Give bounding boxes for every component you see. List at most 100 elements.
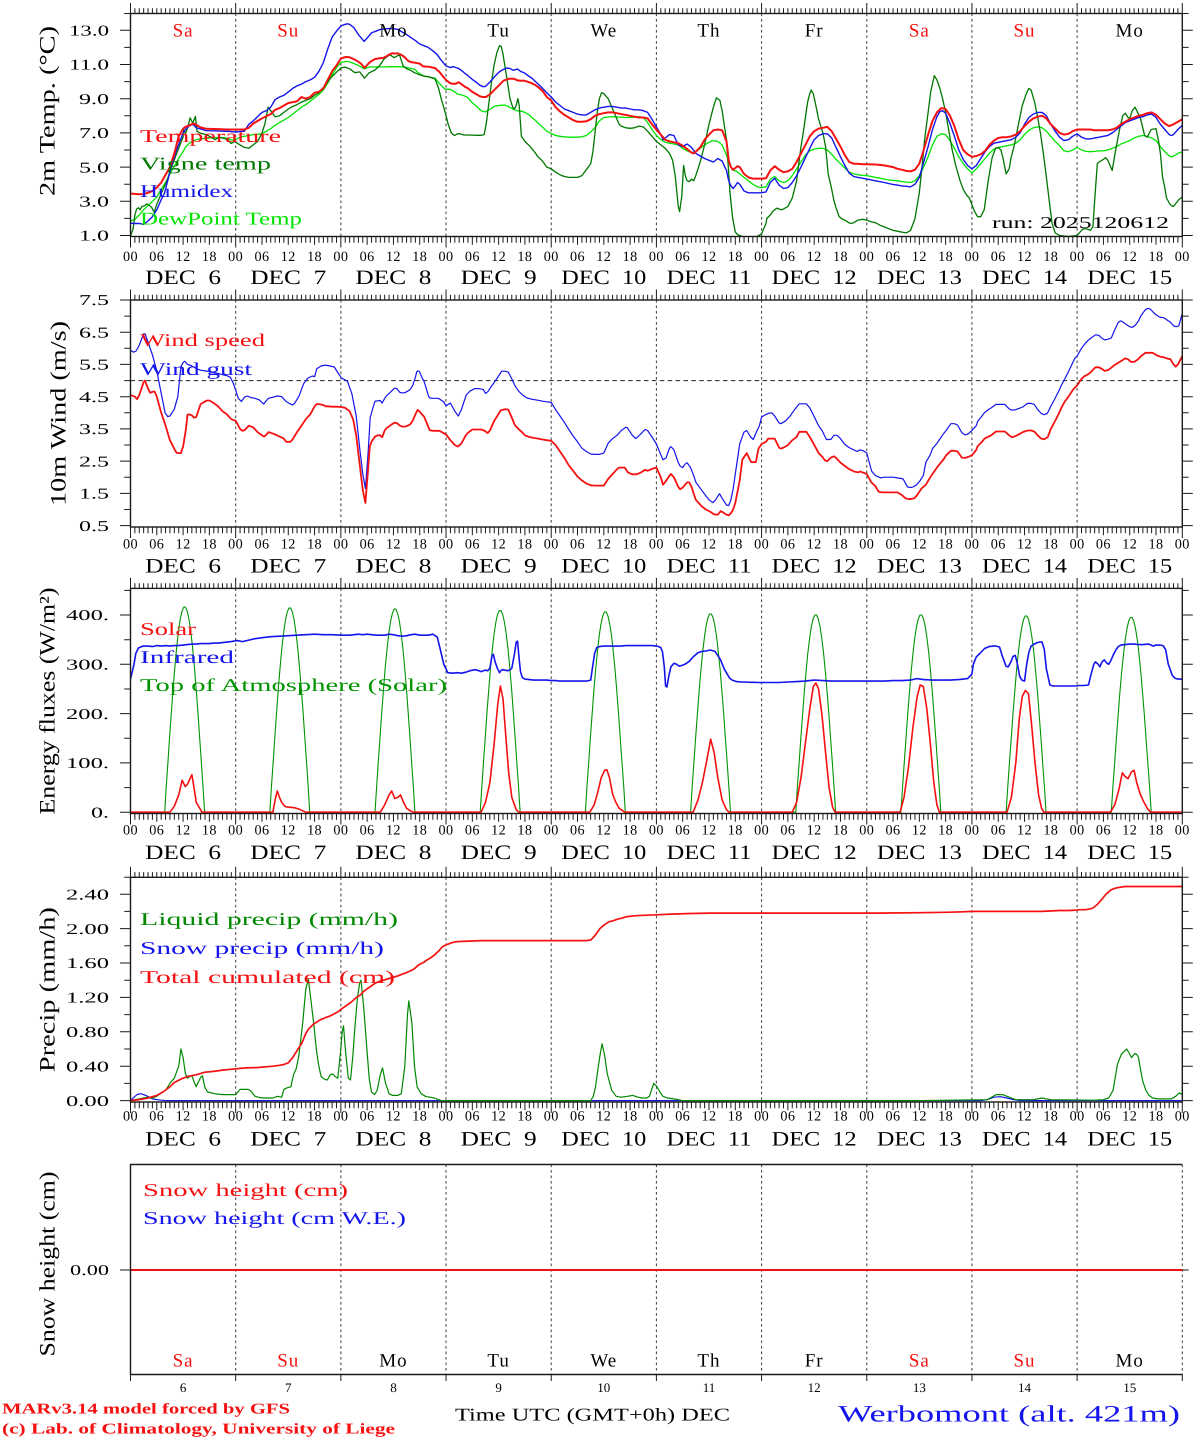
svg-text:12: 12 — [281, 536, 296, 552]
svg-text:00: 00 — [228, 1108, 243, 1124]
svg-text:12: 12 — [701, 249, 716, 265]
svg-text:00: 00 — [859, 822, 874, 838]
svg-text:12: 12 — [807, 822, 822, 838]
svg-text:7.0: 7.0 — [79, 126, 109, 142]
svg-text:12: 12 — [176, 1108, 191, 1124]
svg-text:12: 12 — [701, 536, 716, 552]
svg-text:12: 12 — [386, 249, 401, 265]
svg-text:18: 18 — [1043, 536, 1058, 552]
svg-text:12: 12 — [912, 249, 927, 265]
svg-text:06: 06 — [780, 1108, 795, 1124]
svg-text:200.: 200. — [66, 707, 109, 723]
svg-text:18: 18 — [1149, 536, 1164, 552]
svg-text:DEC 8: DEC 8 — [355, 267, 431, 289]
svg-text:00: 00 — [964, 822, 979, 838]
svg-text:06: 06 — [360, 1108, 375, 1124]
svg-text:2m Temp. (°C): 2m Temp. (°C) — [35, 26, 60, 196]
svg-text:06: 06 — [570, 1108, 585, 1124]
svg-text:06: 06 — [570, 536, 585, 552]
svg-text:Snow height (cm W.E.): Snow height (cm W.E.) — [143, 1208, 406, 1228]
svg-text:300.: 300. — [66, 658, 109, 674]
svg-text:12: 12 — [281, 1108, 296, 1124]
svg-text:DewPoint Temp: DewPoint Temp — [140, 209, 302, 229]
svg-text:00: 00 — [123, 1108, 138, 1124]
svg-text:00: 00 — [754, 249, 769, 265]
svg-text:DEC 6: DEC 6 — [145, 556, 221, 578]
svg-text:12: 12 — [808, 1380, 821, 1395]
svg-text:06: 06 — [360, 822, 375, 838]
svg-text:06: 06 — [254, 536, 269, 552]
svg-text:18: 18 — [623, 822, 638, 838]
svg-text:00: 00 — [964, 249, 979, 265]
svg-text:00: 00 — [228, 536, 243, 552]
svg-text:Wind gust: Wind gust — [140, 359, 252, 379]
svg-text:00: 00 — [123, 536, 138, 552]
svg-text:06: 06 — [149, 822, 164, 838]
svg-text:00: 00 — [544, 1108, 559, 1124]
svg-text:00: 00 — [439, 536, 454, 552]
svg-text:06: 06 — [149, 249, 164, 265]
svg-text:DEC 6: DEC 6 — [145, 267, 221, 289]
svg-text:DEC 13: DEC 13 — [877, 267, 962, 289]
svg-text:00: 00 — [964, 536, 979, 552]
svg-text:DEC 7: DEC 7 — [250, 842, 326, 864]
svg-text:13.0: 13.0 — [69, 24, 109, 40]
svg-text:00: 00 — [123, 249, 138, 265]
svg-text:12: 12 — [491, 536, 506, 552]
svg-text:Energy fluxes (W/m²): Energy fluxes (W/m²) — [35, 588, 60, 815]
svg-text:DEC 11: DEC 11 — [666, 1129, 751, 1151]
svg-text:18: 18 — [412, 822, 427, 838]
svg-text:Liquid precip (mm/h): Liquid precip (mm/h) — [140, 909, 398, 929]
svg-text:9: 9 — [495, 1380, 502, 1395]
svg-text:Sa: Sa — [173, 21, 194, 42]
svg-text:Su: Su — [1013, 21, 1035, 42]
svg-text:DEC 10: DEC 10 — [561, 556, 646, 578]
svg-text:(c) Lab. of Climatology, Unive: (c) Lab. of Climatology, University of L… — [2, 1422, 395, 1438]
svg-text:06: 06 — [886, 822, 901, 838]
svg-text:06: 06 — [886, 536, 901, 552]
svg-text:00: 00 — [439, 822, 454, 838]
svg-text:DEC 15: DEC 15 — [1087, 842, 1172, 864]
svg-text:00: 00 — [228, 822, 243, 838]
svg-text:06: 06 — [360, 249, 375, 265]
svg-text:12: 12 — [281, 822, 296, 838]
svg-text:DEC 15: DEC 15 — [1087, 1129, 1172, 1151]
svg-text:2.00: 2.00 — [66, 922, 109, 938]
svg-text:06: 06 — [149, 1108, 164, 1124]
svg-text:00: 00 — [544, 822, 559, 838]
svg-text:12: 12 — [176, 822, 191, 838]
svg-text:00: 00 — [123, 822, 138, 838]
svg-text:18: 18 — [623, 1108, 638, 1124]
svg-text:DEC 7: DEC 7 — [250, 267, 326, 289]
svg-text:Sa: Sa — [909, 21, 930, 42]
svg-text:DEC 9: DEC 9 — [461, 1129, 537, 1151]
svg-text:DEC 11: DEC 11 — [666, 267, 751, 289]
svg-text:06: 06 — [254, 1108, 269, 1124]
svg-text:Wind speed: Wind speed — [140, 330, 265, 350]
svg-text:15: 15 — [1123, 1380, 1136, 1395]
svg-text:12: 12 — [1122, 822, 1137, 838]
svg-text:00: 00 — [1070, 822, 1085, 838]
svg-text:Sa: Sa — [909, 1351, 930, 1372]
svg-text:18: 18 — [517, 249, 532, 265]
svg-text:100.: 100. — [66, 756, 109, 772]
svg-text:6.5: 6.5 — [79, 325, 109, 341]
svg-text:12: 12 — [491, 1108, 506, 1124]
svg-text:18: 18 — [623, 249, 638, 265]
svg-text:18: 18 — [938, 1108, 953, 1124]
svg-text:DEC 9: DEC 9 — [461, 556, 537, 578]
svg-text:18: 18 — [728, 249, 743, 265]
svg-text:06: 06 — [465, 1108, 480, 1124]
svg-text:06: 06 — [780, 249, 795, 265]
svg-text:Temperature: Temperature — [140, 126, 281, 146]
svg-text:12: 12 — [1122, 249, 1137, 265]
svg-text:5.0: 5.0 — [79, 160, 109, 176]
svg-text:12: 12 — [701, 1108, 716, 1124]
svg-text:12: 12 — [912, 822, 927, 838]
svg-text:12: 12 — [1122, 1108, 1137, 1124]
svg-text:12: 12 — [807, 536, 822, 552]
svg-text:DEC 12: DEC 12 — [772, 556, 857, 578]
svg-text:18: 18 — [202, 249, 217, 265]
svg-text:00: 00 — [333, 1108, 348, 1124]
svg-text:06: 06 — [991, 536, 1006, 552]
